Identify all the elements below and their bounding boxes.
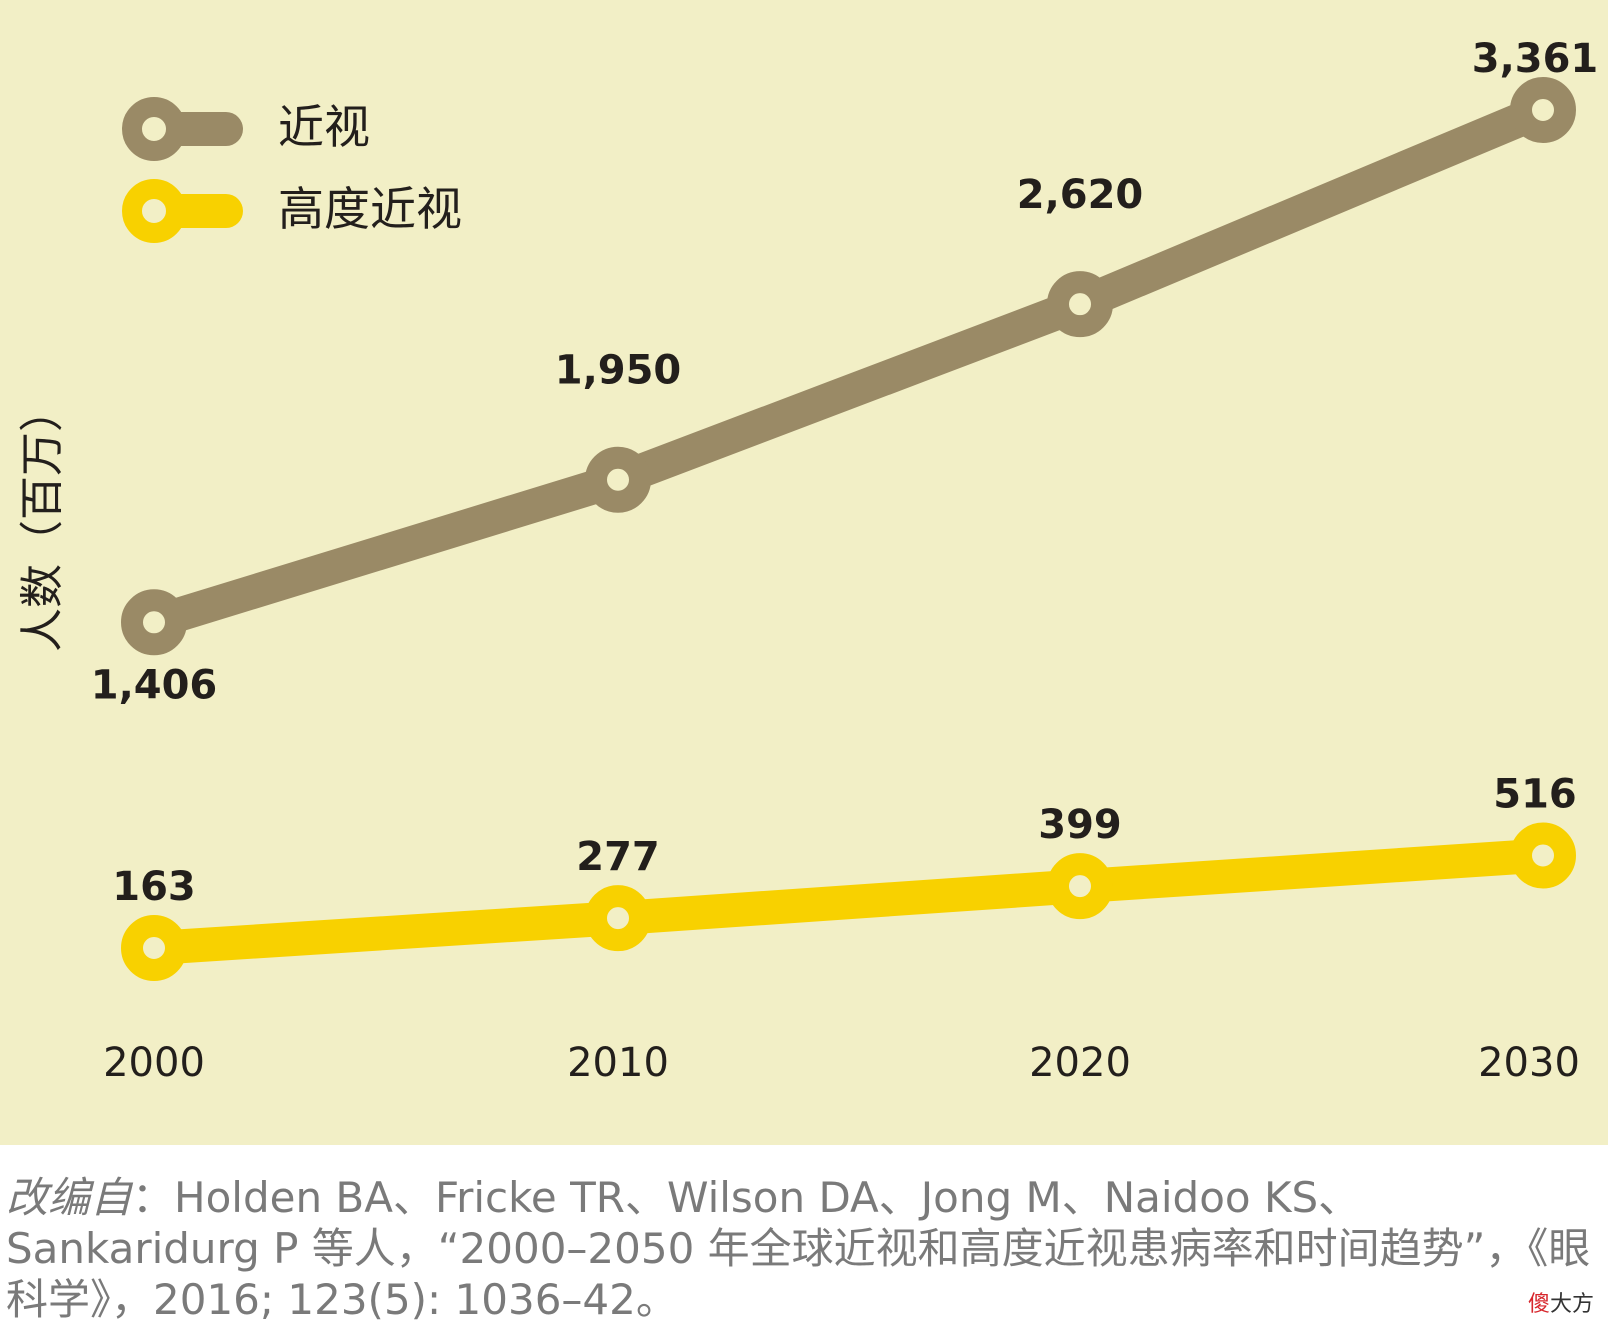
data-label-high-myopia: 399 — [1038, 802, 1122, 848]
caption-text: ：Holden BA、Fricke TR、Wilson DA、Jong M、Na… — [6, 1173, 1591, 1324]
legend-swatch-high-myopia — [122, 179, 243, 243]
x-tick-label: 2010 — [567, 1040, 669, 1086]
data-point-hole-myopia — [605, 466, 631, 493]
legend-item-myopia: 近视 — [118, 95, 538, 177]
caption-prefix: 改编自 — [6, 1173, 133, 1222]
x-tick-label: 2000 — [103, 1040, 205, 1086]
x-tick-label: 2030 — [1478, 1040, 1580, 1086]
data-point-hole-myopia — [1067, 291, 1093, 318]
legend-swatch-myopia — [122, 97, 243, 161]
watermark-part-1: 傻 — [1527, 1292, 1550, 1317]
source-caption: 改编自：Holden BA、Fricke TR、Wilson DA、Jong M… — [6, 1172, 1606, 1325]
data-point-hole-high-myopia — [605, 905, 631, 932]
legend: 近视 高度近视 — [118, 95, 538, 259]
watermark-part-2: 大方 — [1549, 1292, 1594, 1317]
series-line-myopia — [137, 93, 1560, 640]
x-tick-label: 2020 — [1029, 1040, 1131, 1086]
data-point-hole-high-myopia — [1067, 873, 1093, 900]
data-point-hole-high-myopia — [1530, 842, 1556, 869]
data-label-myopia: 2,620 — [1017, 172, 1144, 218]
data-label-myopia: 1,406 — [91, 662, 218, 708]
line-chart: 1,406 1,950 2,620 3,361 163 277 399 516 2000 2010… — [91, 36, 1599, 1086]
chart-panel: 1,406 1,950 2,620 3,361 163 277 399 516 2000 2010… — [0, 0, 1608, 1145]
legend-label-myopia: 近视 — [278, 100, 370, 154]
data-label-high-myopia: 277 — [576, 834, 660, 880]
data-label-myopia: 3,361 — [1472, 36, 1599, 82]
y-axis-label: 人数（百万） — [17, 388, 68, 652]
watermark-logo: 傻大方 — [1528, 1286, 1594, 1318]
series-line-high-myopia — [137, 838, 1560, 965]
data-point-hole-myopia — [141, 609, 167, 636]
legend-label-high-myopia: 高度近视 — [278, 182, 462, 236]
data-point-hole-myopia — [1530, 97, 1556, 123]
data-label-high-myopia: 163 — [112, 864, 196, 910]
legend-item-high-myopia: 高度近视 — [118, 177, 538, 259]
data-label-myopia: 1,950 — [555, 348, 682, 394]
data-point-hole-high-myopia — [141, 935, 167, 961]
data-label-high-myopia: 516 — [1493, 772, 1577, 818]
